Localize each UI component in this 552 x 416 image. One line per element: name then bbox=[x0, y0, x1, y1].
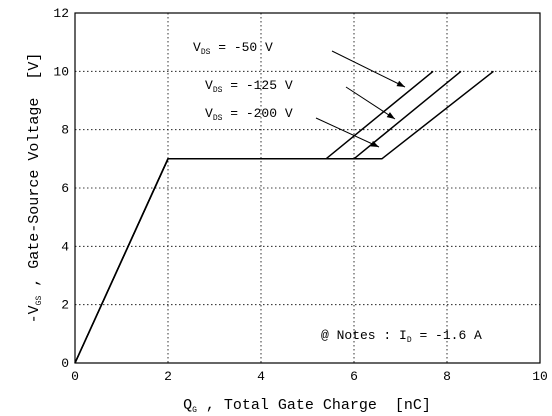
x-tick-label: 2 bbox=[164, 369, 172, 384]
series-lines bbox=[74, 70, 494, 364]
arrow-head-3 bbox=[370, 140, 379, 147]
arrow-head-1 bbox=[396, 80, 405, 87]
series-label-3: VDS = -200 V bbox=[205, 106, 293, 123]
x-tick-label: 6 bbox=[350, 369, 358, 384]
series-arrow-2 bbox=[345, 86, 396, 120]
plot-frame bbox=[74, 12, 541, 364]
y-tick-label: 10 bbox=[53, 64, 69, 79]
y-tick-label: 6 bbox=[61, 181, 69, 196]
y-tick-label: 0 bbox=[61, 356, 69, 371]
series-label-1: VDS = -50 V bbox=[193, 40, 273, 57]
y-tick-label: 4 bbox=[61, 239, 69, 254]
series-line-3 bbox=[74, 70, 494, 364]
series-arrow-3 bbox=[315, 117, 380, 148]
series-labels: VDS = -50 V VDS = -125 V VDS = -200 V bbox=[193, 40, 406, 148]
x-tick-labels: 0 2 4 6 8 10 bbox=[71, 369, 548, 384]
y-tick-label: 12 bbox=[53, 6, 69, 21]
y-axis-label: -VGS , Gate-Source Voltage [V] bbox=[26, 53, 44, 324]
series-arrow-1 bbox=[331, 50, 406, 88]
y-tick-label: 2 bbox=[61, 298, 69, 313]
notes-annotation: @ Notes : ID = -1.6 A bbox=[321, 328, 482, 345]
x-tick-label: 4 bbox=[257, 369, 265, 384]
arrow-head-2 bbox=[386, 112, 395, 119]
x-axis-label: QG , Total Gate Charge [nC] bbox=[183, 397, 431, 415]
x-tick-label: 10 bbox=[532, 369, 548, 384]
y-tick-label: 8 bbox=[61, 123, 69, 138]
series-label-2: VDS = -125 V bbox=[205, 78, 293, 95]
y-tick-labels: 0 2 4 6 8 10 12 bbox=[53, 6, 69, 371]
x-tick-label: 0 bbox=[71, 369, 79, 384]
grid bbox=[75, 13, 540, 363]
x-tick-label: 8 bbox=[443, 369, 451, 384]
